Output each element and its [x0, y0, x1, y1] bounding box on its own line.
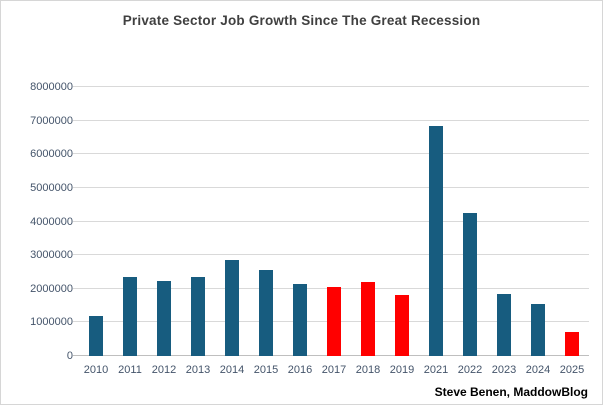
- bar-2015: [259, 270, 273, 356]
- bar-2016: [293, 283, 307, 356]
- y-tick-label: 2000000: [30, 282, 73, 295]
- x-tick-label: 2013: [185, 364, 211, 376]
- y-tick-label: 1000000: [30, 316, 73, 329]
- gridline: [73, 254, 589, 256]
- bar-slot: [419, 87, 453, 356]
- y-tick-label: 0: [66, 350, 73, 362]
- x-tick-label: 2010: [83, 364, 109, 376]
- gridline: [73, 86, 589, 87]
- x-tick-label: 2024: [525, 364, 551, 376]
- chart-title: Private Sector Job Growth Since The Grea…: [122, 13, 481, 28]
- bar-2024: [531, 303, 545, 356]
- x-tick-label: 2022: [457, 364, 483, 376]
- bar-slot: [249, 87, 283, 356]
- plot-area: [73, 86, 589, 356]
- x-tick-label: 2018: [355, 364, 381, 376]
- y-tick-label: 4000000: [30, 215, 73, 228]
- bar-2019: [395, 295, 409, 356]
- bar-slot: [283, 87, 317, 356]
- x-tick-label: 2014: [219, 364, 245, 376]
- bar-slot: [453, 87, 487, 356]
- y-tick-label: 8000000: [30, 81, 73, 93]
- x-tick-label: 2023: [491, 364, 517, 376]
- bar-slot: [555, 87, 589, 356]
- x-tick-label: 2025: [559, 364, 585, 376]
- bar-2012: [157, 281, 171, 356]
- y-tick-label: 6000000: [30, 148, 73, 161]
- x-tick-label: 2017: [321, 364, 347, 376]
- x-tick-label: 2019: [389, 364, 415, 376]
- bar-2014: [225, 260, 239, 356]
- x-tick-label: 2015: [253, 364, 279, 376]
- gridline: [73, 119, 589, 121]
- x-tick-label: 2012: [151, 364, 177, 376]
- gridline: [73, 220, 589, 222]
- bar-slot: [79, 87, 113, 356]
- y-tick-label: 3000000: [30, 249, 73, 262]
- x-tick-label: 2021: [423, 364, 449, 376]
- bar-slot: [147, 87, 181, 356]
- bar-2022: [463, 213, 477, 356]
- bar-slot: [181, 87, 215, 356]
- bar-slot: [317, 87, 351, 356]
- bar-slot: [113, 87, 147, 356]
- bar-2017: [327, 287, 341, 356]
- bar-slot: [351, 87, 385, 356]
- bar-2023: [497, 293, 511, 356]
- bar-slot: [385, 87, 419, 356]
- x-tick-label: 2016: [287, 364, 313, 376]
- bar-slot: [521, 87, 555, 356]
- bar-2025: [565, 331, 579, 356]
- bar-slot: [487, 87, 521, 356]
- gridline: [73, 153, 589, 155]
- gridline: [73, 186, 589, 188]
- x-axis-labels: 2010 2011 2012 2013 2014 2015 2016 2017 2018 2019…: [79, 364, 589, 376]
- bar-2021: [429, 125, 443, 356]
- y-tick-label: 5000000: [30, 181, 73, 194]
- y-tick-label: 7000000: [30, 114, 73, 127]
- y-axis-labels: 0 1000000 2000000 3000000 4000000 5000000 6000…: [1, 81, 73, 362]
- bar-2013: [191, 276, 205, 356]
- bar-2011: [123, 276, 137, 356]
- bar-slot: [215, 87, 249, 356]
- x-tick-label: 2011: [118, 364, 142, 376]
- bar-series: [79, 87, 589, 356]
- bar-2010: [89, 315, 103, 356]
- attribution: Steve Benen, MaddowBlog: [434, 385, 588, 399]
- bar-2018: [361, 282, 375, 356]
